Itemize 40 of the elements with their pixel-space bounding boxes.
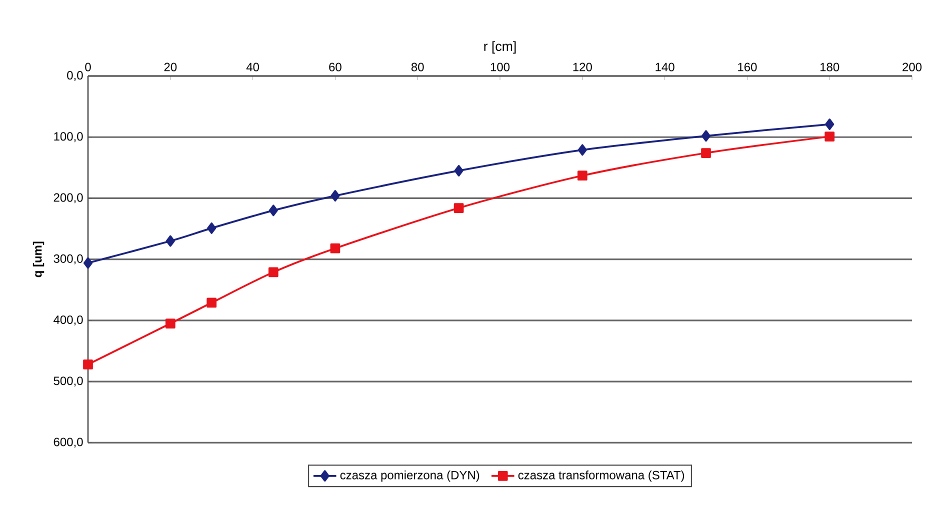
point — [577, 170, 588, 181]
x-tick-label: 180 — [820, 62, 840, 72]
point — [83, 257, 93, 269]
point — [454, 164, 464, 176]
legend-label: czasza pomierzona (DYN) — [340, 470, 480, 482]
point — [701, 130, 711, 142]
x-tick-label: 40 — [246, 62, 260, 72]
point — [83, 360, 93, 370]
point — [268, 204, 278, 216]
x-tick-label: 20 — [164, 62, 177, 72]
x-tick-label: 60 — [329, 62, 342, 72]
y-axis-title: q [um] — [32, 242, 44, 278]
point — [454, 203, 464, 213]
point — [206, 298, 217, 308]
x-tick-label: 200 — [902, 62, 922, 72]
point — [207, 222, 216, 234]
point — [825, 118, 834, 130]
y-tick-label: 200,0 — [54, 193, 83, 204]
x-tick-label: 140 — [656, 62, 674, 72]
point — [701, 148, 711, 158]
x-axis-title: r [cm] — [484, 41, 516, 54]
point — [330, 243, 340, 254]
legend-label: czasza transformowana (STAT) — [518, 470, 684, 482]
y-tick-label: 500,0 — [54, 376, 83, 387]
point — [824, 132, 835, 142]
y-tick-label: 300,0 — [54, 254, 83, 264]
y-tick-label: 0,0 — [67, 71, 83, 81]
point — [165, 318, 176, 328]
y-tick-label: 400,0 — [54, 315, 83, 326]
y-tick-label: 100,0 — [54, 132, 83, 142]
x-tick-label: 120 — [573, 62, 592, 72]
x-tick-label: 80 — [411, 62, 424, 72]
x-tick-label: 160 — [738, 62, 757, 72]
x-tick-label: 100 — [490, 62, 510, 72]
x-tick-label: 0 — [85, 62, 91, 72]
point — [578, 144, 587, 156]
y-tick-label: 600,0 — [54, 438, 83, 448]
point — [268, 267, 278, 278]
point — [166, 235, 175, 247]
point — [330, 190, 340, 202]
